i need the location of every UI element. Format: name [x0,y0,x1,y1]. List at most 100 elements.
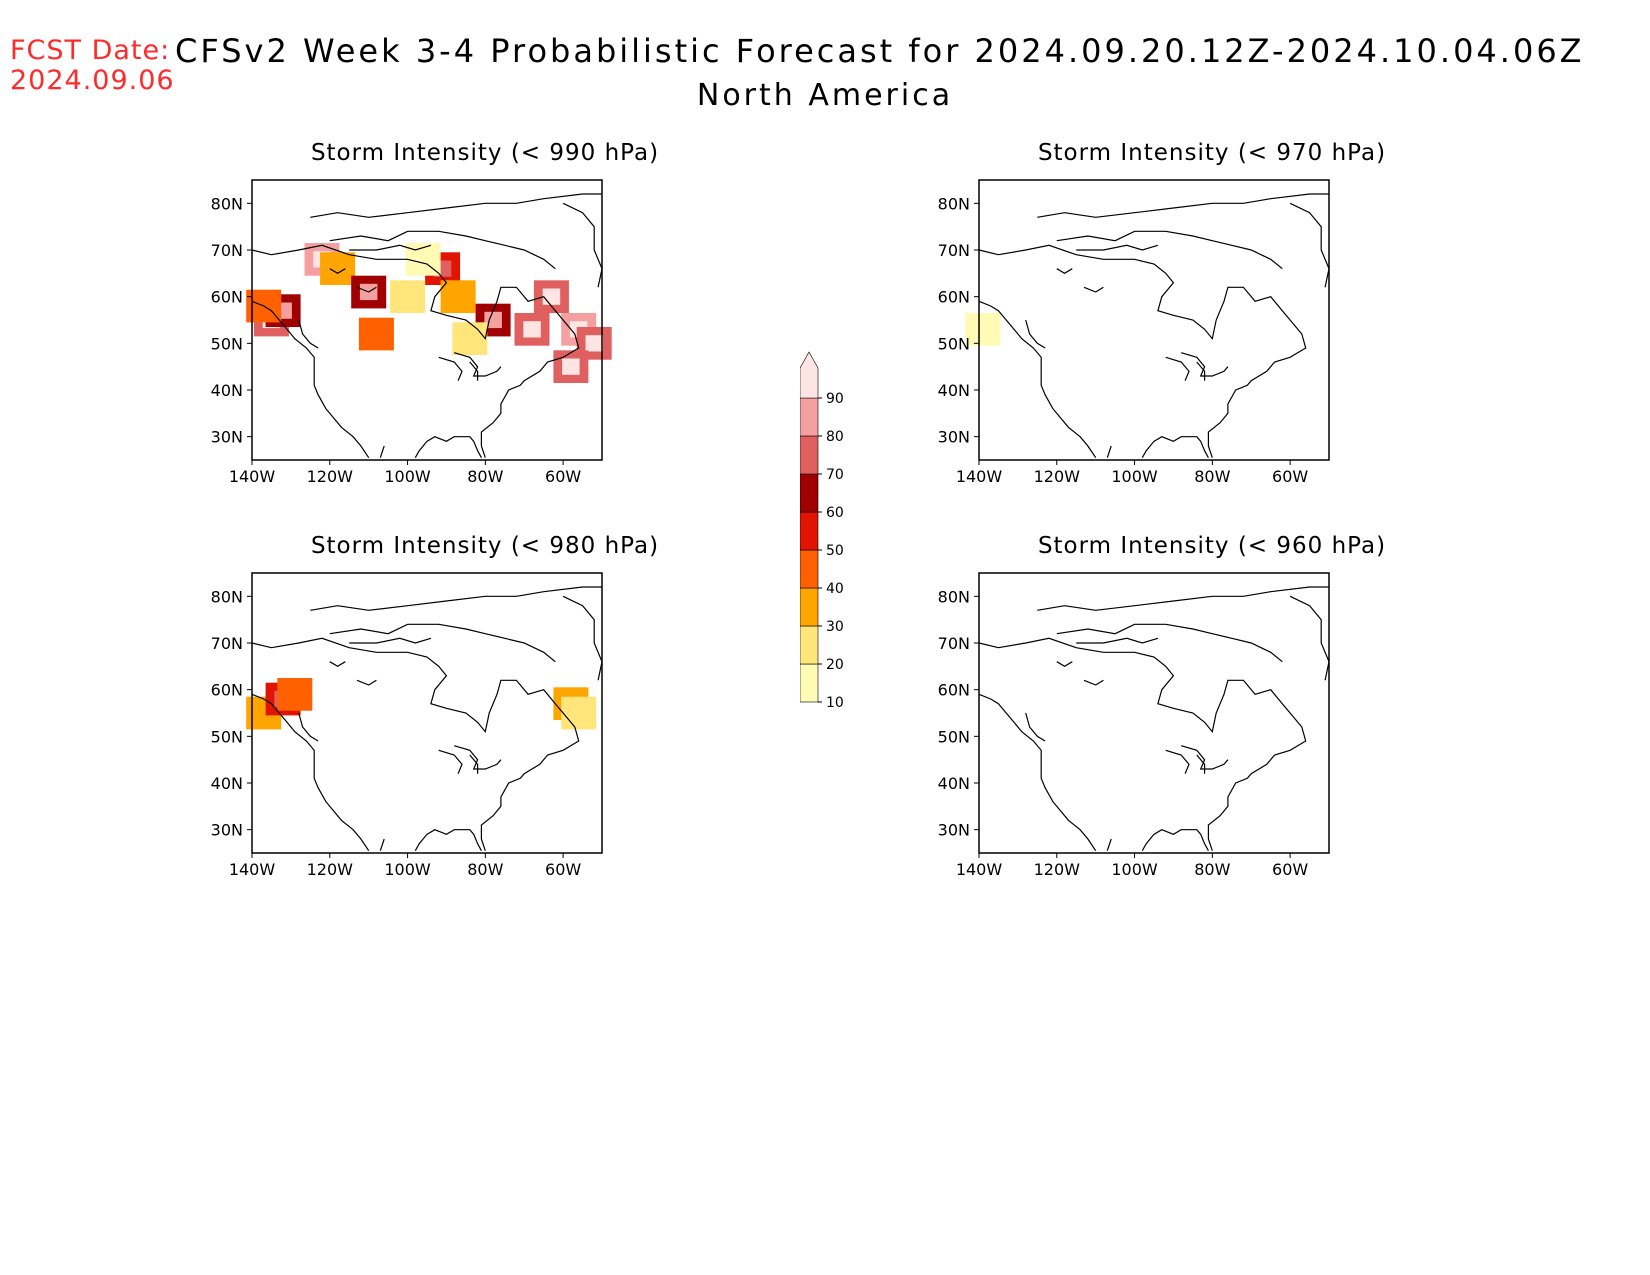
coastline [1289,595,1330,681]
coastline [1025,319,1046,349]
probability-shading [246,678,597,730]
coastline [1106,838,1112,851]
lon-tick-label: 100W [384,860,431,879]
coastline [1181,352,1229,377]
map-frame [251,179,603,461]
fcst-date: 2024.09.06 [10,65,175,96]
lat-tick-label: 60N [938,288,970,307]
lon-tick-label: 100W [1111,467,1158,486]
colorbar-swatch [800,587,819,627]
coastline [356,286,377,293]
map-panel-980: Storm Intensity (< 980 hPa) 80N 70N 60N 50N… [205,533,705,933]
colorbar-label: 70 [826,467,844,483]
lat-tick-label: 30N [938,821,970,840]
map-svg: 80N 70N 60N 50N 40N 30N 140W 120W 100W 80W 60W [211,572,603,879]
map-panel-960: Storm Intensity (< 960 hPa) 80N 70N 60N 50N… [932,533,1432,933]
coastline [978,244,1307,458]
map-frame [251,572,603,854]
lat-tick-label: 60N [211,681,243,700]
page-title: CFSv2 Week 3-4 Probabilistic Forecast fo… [175,32,1585,70]
lon-tick-label: 80W [1194,467,1230,486]
lon-tick-label: 80W [1194,860,1230,879]
panel-title: Storm Intensity (< 960 hPa) [1037,533,1387,559]
fcst-label: FCST Date: [10,35,171,66]
coastline [1025,712,1046,742]
forecast-date: FCST Date: 2024.09.06 [10,36,175,96]
coastline [978,300,1097,459]
map-svg: 80N 70N 60N 50N 40N 30N 140W 120W 100W 80W 60W [211,179,612,486]
coastline [454,745,502,770]
coastline [1181,745,1229,770]
lat-tick-label: 50N [211,727,243,746]
lat-tick-label: 40N [938,774,970,793]
coastline [1141,436,1209,458]
coastline [469,361,479,381]
coastlines [978,193,1330,459]
lat-tick-label: 80N [211,194,243,213]
colorbar-label: 10 [826,695,844,711]
coastline [310,193,602,218]
coastline [1106,445,1112,458]
map-svg: 80N 70N 60N 50N 40N 30N 140W 120W 100W 80W 60W [938,179,1330,486]
coastline [1165,356,1190,381]
coastline [1056,268,1073,274]
colorbar-swatch [800,397,819,437]
coastline [1141,829,1209,851]
colorbar-swatch [800,435,819,475]
map-frame [978,572,1330,854]
lat-tick-label: 30N [938,428,970,447]
coastline [1165,749,1190,774]
map-panel-970: Storm Intensity (< 970 hPa) 80N 70N 60N 50N… [932,140,1432,540]
coastline [1056,623,1283,663]
probability-shading [965,313,1001,346]
coastline [978,693,1097,852]
coastline [310,586,602,611]
coastline [329,623,556,663]
probability-cell [390,280,426,313]
coastline [1289,202,1330,288]
probability-cell-core [562,358,580,375]
coastline [1056,230,1283,270]
coastline [356,679,377,686]
lat-tick-label: 30N [211,428,243,447]
colorbar-label: 40 [826,581,844,597]
coastline [379,838,385,851]
coastline [469,754,479,774]
coastline [349,244,432,251]
lon-tick-label: 60W [1272,467,1308,486]
coastline [251,693,370,852]
coastline [329,268,346,274]
coastlines [251,193,603,459]
probability-cell-core [585,335,603,352]
map-panel-990: Storm Intensity (< 990 hPa) 80N 70N 60N 50N… [205,140,705,540]
coastlines [251,586,603,852]
probability-cell [277,678,313,711]
coastline [1083,286,1104,293]
coastline [1083,679,1104,686]
coastline [1196,754,1206,774]
lat-tick-label: 60N [938,681,970,700]
lon-tick-label: 140W [956,467,1003,486]
coastline [978,637,1307,851]
coastline [1196,361,1206,381]
lat-tick-label: 80N [938,587,970,606]
colorbar-label: 50 [826,543,844,559]
colorbar-label: 30 [826,619,844,635]
probability-cell-core [523,321,541,338]
coastline [298,319,319,349]
page-subtitle: North America [696,78,954,113]
lon-tick-label: 80W [467,860,503,879]
lat-tick-label: 40N [938,381,970,400]
coastline [1037,193,1329,218]
panel-title: Storm Intensity (< 980 hPa) [310,533,660,559]
lon-tick-label: 140W [956,860,1003,879]
lat-tick-label: 70N [211,634,243,653]
coastline [562,202,603,288]
lon-tick-label: 120W [1034,467,1081,486]
coastlines [978,586,1330,852]
coastline [414,829,482,851]
coastline [438,356,463,381]
lon-tick-label: 140W [229,860,276,879]
colorbar-swatch [800,549,819,589]
probability-cell [561,696,597,730]
